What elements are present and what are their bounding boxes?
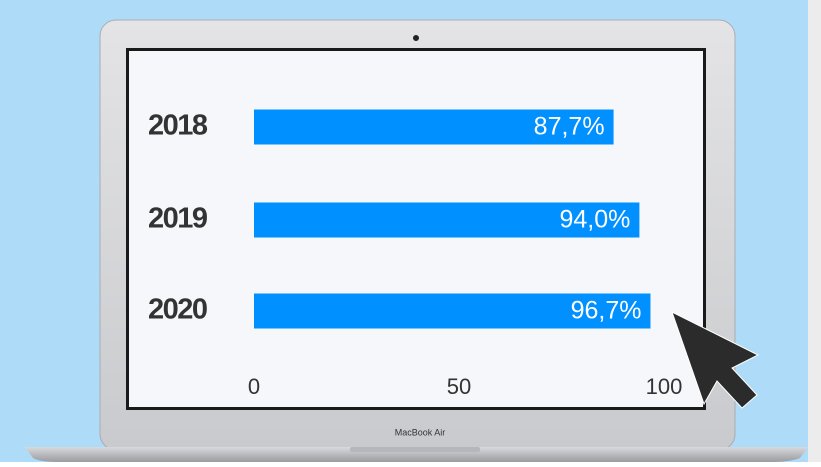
x-tick-label: 50 bbox=[447, 374, 471, 399]
value-label: 94,0% bbox=[560, 206, 631, 234]
category-label: 2019 bbox=[148, 203, 208, 235]
laptop-base bbox=[25, 447, 808, 462]
category-label: 2018 bbox=[148, 110, 208, 142]
value-label: 87,7% bbox=[534, 113, 605, 141]
bar bbox=[254, 202, 640, 238]
bar bbox=[254, 293, 651, 329]
category-label: 2020 bbox=[148, 294, 207, 326]
chart: 0 50 100 2018 87,7% 2019 94,0% 2020 96,7% bbox=[148, 109, 683, 399]
value-label: 96,7% bbox=[571, 297, 642, 325]
x-tick-label: 0 bbox=[248, 374, 260, 399]
side-strip bbox=[808, 0, 821, 462]
x-tick-label: 100 bbox=[646, 374, 683, 399]
camera bbox=[413, 35, 419, 41]
cursor bbox=[671, 311, 760, 409]
device-label: MacBook Air bbox=[395, 427, 446, 437]
base-notch bbox=[350, 447, 480, 452]
bar bbox=[254, 109, 614, 145]
